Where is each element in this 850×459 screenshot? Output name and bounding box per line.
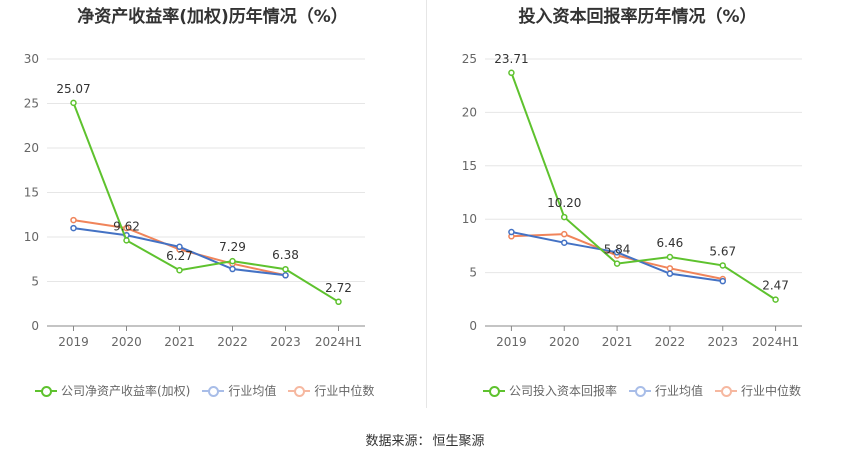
legend-item-industry-median[interactable]: 行业中位数 bbox=[715, 382, 801, 399]
y-tick-label: 30 bbox=[24, 52, 39, 66]
company-series-line bbox=[510, 72, 777, 301]
legend-label-industry-median: 行业中位数 bbox=[314, 384, 375, 398]
industry-median-series-point bbox=[70, 216, 77, 224]
industry-avg-series-point bbox=[719, 277, 726, 285]
company-series-point bbox=[282, 265, 289, 273]
x-tick-label: 2019 bbox=[58, 335, 89, 349]
industry-avg-series-point bbox=[508, 228, 515, 236]
y-tick-label: 5 bbox=[469, 266, 477, 280]
y-tick-label: 0 bbox=[31, 319, 39, 333]
data-label: 6.38 bbox=[272, 248, 299, 262]
company-series-point bbox=[666, 253, 674, 261]
data-source: 数据来源： 恒生聚源 bbox=[0, 430, 850, 449]
x-tick-label: 2019 bbox=[496, 335, 527, 349]
industry-avg-series-point bbox=[282, 272, 289, 279]
company-series-point bbox=[176, 266, 183, 274]
industry-avg-series-point bbox=[70, 224, 77, 232]
y-tick-label: 15 bbox=[24, 186, 39, 200]
industry-avg-series-point bbox=[666, 270, 674, 277]
legend-marker-avg bbox=[629, 385, 652, 397]
y-tick-label: 25 bbox=[24, 97, 39, 111]
legend-marker-median bbox=[715, 385, 738, 397]
x-tick-label: 2022 bbox=[217, 335, 248, 349]
company-series-point bbox=[772, 296, 779, 303]
company-series-point bbox=[70, 99, 77, 107]
legend-marker-company bbox=[483, 385, 505, 397]
legend-label-industry-avg: 行业均值 bbox=[655, 384, 704, 398]
data-label: 6.46 bbox=[657, 236, 684, 250]
x-tick-label: 2020 bbox=[549, 335, 580, 349]
y-tick-label: 15 bbox=[462, 159, 477, 173]
x-tick-label: 2022 bbox=[655, 335, 686, 349]
company-series-point bbox=[613, 260, 621, 267]
data-label: 7.29 bbox=[219, 240, 246, 254]
y-tick-label: 10 bbox=[462, 212, 477, 226]
legend-roe: 公司净资产收益率(加权) 行业均值 行业中位数 bbox=[35, 382, 386, 399]
data-label: 23.71 bbox=[494, 52, 528, 66]
industry-avg-series-point bbox=[176, 243, 183, 251]
y-tick-label: 0 bbox=[469, 319, 477, 333]
x-tick-label: 2024H1 bbox=[315, 335, 362, 349]
data-label: 10.20 bbox=[547, 196, 581, 210]
legend-roic: 公司投入资本回报率 行业均值 行业中位数 bbox=[483, 382, 813, 399]
chart-panel-1: 0 5 10 15 20 25 2019 2020 2021 2022 2023 2024H1 23.7… bbox=[462, 52, 802, 349]
y-tick-label: 10 bbox=[24, 230, 39, 244]
legend-marker-company bbox=[35, 385, 57, 397]
data-label: 2.72 bbox=[325, 281, 352, 295]
company-series-point bbox=[719, 262, 726, 269]
chart-title-roic: 投入资本回报率历年情况（%） bbox=[518, 7, 757, 27]
industry-median-series-point bbox=[666, 265, 674, 272]
legend-label-industry-avg: 行业均值 bbox=[228, 384, 277, 398]
company-series-point bbox=[561, 213, 568, 221]
data-label: 25.07 bbox=[56, 82, 90, 96]
x-tick-label: 2020 bbox=[111, 335, 142, 349]
company-series-point bbox=[123, 237, 130, 244]
industry-avg-series-point bbox=[613, 249, 621, 256]
x-tick-label: 2023 bbox=[707, 335, 738, 349]
x-tick-label: 2021 bbox=[164, 335, 195, 349]
legend-item-industry-avg[interactable]: 行业均值 bbox=[202, 382, 276, 399]
data-label: 5.84 bbox=[604, 243, 631, 257]
company-series-line bbox=[72, 102, 340, 303]
y-tick-label: 20 bbox=[24, 141, 39, 155]
industry-median-series-point bbox=[123, 224, 130, 232]
panel-divider bbox=[426, 0, 427, 408]
legend-marker-median bbox=[288, 385, 311, 397]
legend-item-company-roic[interactable]: 公司投入资本回报率 bbox=[483, 382, 617, 399]
company-series-point bbox=[335, 298, 342, 306]
industry-avg-series-point bbox=[229, 265, 236, 273]
chart-panel-0: 0 5 10 15 20 25 30 2019 2020 2021 2022 2023 2024H1 25… bbox=[24, 52, 365, 349]
legend-item-industry-median[interactable]: 行业中位数 bbox=[288, 382, 374, 399]
data-label: 5.67 bbox=[709, 244, 736, 258]
industry-avg-series-point bbox=[561, 239, 568, 246]
data-label: 9.62 bbox=[113, 219, 140, 233]
legend-item-industry-avg[interactable]: 行业均值 bbox=[629, 382, 703, 399]
x-tick-label: 2023 bbox=[270, 335, 301, 349]
x-tick-label: 2024H1 bbox=[752, 335, 799, 349]
legend-label-company-roic: 公司投入资本回报率 bbox=[509, 384, 618, 398]
x-tick-label: 2021 bbox=[602, 335, 633, 349]
legend-marker-avg bbox=[202, 385, 225, 397]
data-label: 2.47 bbox=[762, 279, 789, 293]
y-tick-label: 25 bbox=[462, 52, 477, 66]
legend-label-industry-median: 行业中位数 bbox=[741, 384, 802, 398]
chart-title-roe: 净资产收益率(加权)历年情况（%） bbox=[77, 7, 348, 27]
company-series-point bbox=[508, 69, 515, 77]
industry-median-series-point bbox=[561, 230, 568, 238]
data-source-value: 恒生聚源 bbox=[432, 434, 485, 449]
legend-item-company-roe[interactable]: 公司净资产收益率(加权) bbox=[35, 382, 190, 399]
legend-label-company-roe: 公司净资产收益率(加权) bbox=[61, 384, 191, 398]
data-label: 6.27 bbox=[166, 249, 193, 263]
y-tick-label: 20 bbox=[462, 105, 477, 119]
data-source-label: 数据来源： bbox=[365, 434, 431, 449]
company-series-point bbox=[229, 257, 236, 265]
y-tick-label: 5 bbox=[31, 275, 39, 289]
